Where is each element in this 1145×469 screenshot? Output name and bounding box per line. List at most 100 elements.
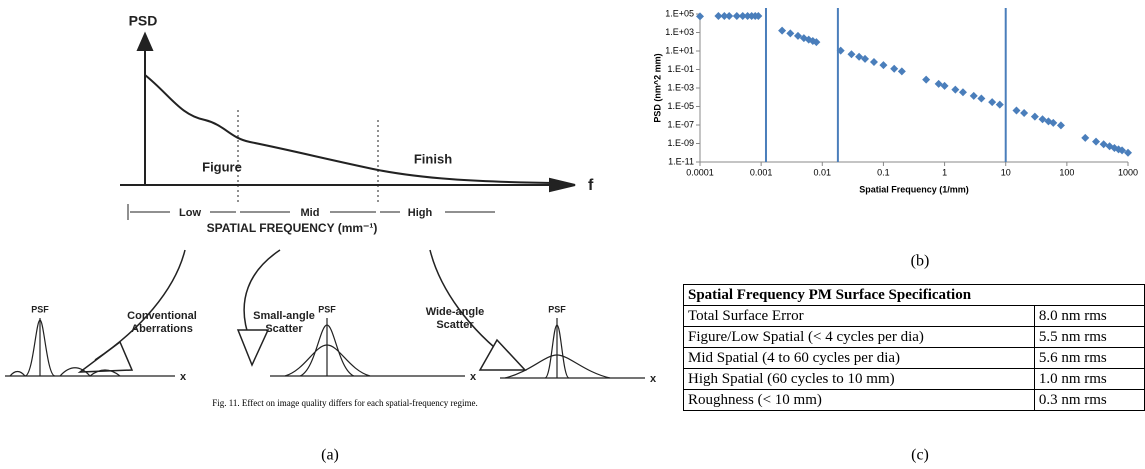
x-tick-label: 0.1 [877, 167, 890, 177]
point [754, 12, 763, 21]
y-tick-label: 1.E-07 [667, 119, 694, 129]
point [743, 12, 752, 21]
psf-plots [5, 318, 645, 379]
point [847, 50, 856, 59]
point [720, 12, 729, 21]
point [977, 94, 986, 103]
x-tick-label: 1 [942, 167, 947, 177]
point [1056, 121, 1065, 130]
point [855, 52, 864, 61]
y-tick-label: 1.E-03 [667, 82, 694, 92]
point [897, 67, 906, 76]
diagram-a [5, 31, 645, 379]
point [714, 12, 723, 21]
effect-label: Scatter [265, 323, 303, 335]
point [1081, 133, 1090, 142]
psf-axis-label: x [470, 371, 477, 383]
chart-b: 1.E+05 1.E+03 1.E+01 1.E-01 1.E-03 1.E-05 1.E-… [652, 8, 1138, 194]
region-label: Figure [202, 159, 242, 174]
point [738, 12, 747, 21]
band-label: Mid [301, 207, 320, 219]
effect-label: Aberrations [131, 323, 193, 335]
point [879, 61, 888, 70]
point [786, 29, 795, 38]
y-axis-label: PSD [129, 13, 158, 29]
point [812, 38, 821, 47]
panel-label: (c) [911, 447, 929, 464]
point [1012, 106, 1021, 115]
point [988, 98, 997, 107]
x-tick-label: 0.01 [814, 167, 832, 177]
cell: 5.5 nm rms [1033, 326, 1145, 348]
caption: Fig. 11. Effect on image quality differs… [212, 398, 478, 408]
point [1038, 115, 1047, 124]
cell: Total Surface Error [683, 305, 1035, 327]
point [958, 88, 967, 97]
point [1092, 137, 1101, 146]
y-axis-title: PSD (nm^2 mm) [652, 53, 662, 122]
region-label: Finish [414, 151, 452, 166]
y-tick-label: 1.E-01 [667, 64, 694, 74]
band-label: High [408, 207, 433, 219]
table-title: Spatial Frequency PM Surface Specificati… [683, 284, 1145, 306]
point [969, 91, 978, 100]
y-tick-label: 1.E-09 [667, 138, 694, 148]
psf-axis-label: x [180, 371, 187, 383]
point [890, 64, 899, 73]
psf-label: PSF [548, 304, 566, 314]
arrow-heads [77, 329, 527, 373]
point [995, 100, 1004, 109]
point [696, 12, 704, 21]
panel-label: (b) [911, 253, 930, 270]
x-tick-label: 100 [1059, 167, 1074, 177]
point [836, 46, 845, 55]
point [732, 12, 741, 21]
y-tick-label: 1.E-11 [668, 156, 694, 166]
point [1124, 148, 1132, 157]
x-tick-label: 0.001 [750, 167, 773, 177]
x-tick-label: 10 [1001, 167, 1011, 177]
psd-curve [144, 74, 561, 184]
psf-label: PSF [318, 304, 336, 314]
point [940, 81, 949, 90]
cell: Figure/Low Spatial (< 4 cycles per dia) [683, 326, 1035, 348]
cell: High Spatial (60 cycles to 10 mm) [683, 368, 1035, 390]
x-axis-label: f [588, 177, 594, 194]
x-axis-title: Spatial Frequency (1/mm) [859, 184, 969, 194]
cell: 8.0 nm rms [1033, 305, 1145, 327]
point [922, 75, 931, 84]
cell: 0.3 nm rms [1033, 389, 1145, 411]
effect-label: Scatter [436, 319, 474, 331]
effect-label: Small-angle [253, 310, 315, 322]
psf-label: PSF [31, 304, 49, 314]
effect-label: Wide-angle [426, 306, 485, 318]
cell: Roughness (< 10 mm) [683, 389, 1035, 411]
arrow [136, 31, 154, 51]
effect-label: Conventional [127, 310, 197, 322]
point [1030, 112, 1039, 121]
point [1118, 146, 1127, 155]
point [725, 12, 734, 21]
cell: Mid Spatial (4 to 60 cycles per dia) [683, 347, 1035, 369]
band-label: Low [179, 207, 201, 219]
point [793, 31, 802, 40]
point [1049, 118, 1058, 127]
x-tick-label: 1000 [1118, 167, 1138, 177]
point [778, 26, 787, 35]
x-tick-label: 0.0001 [686, 167, 714, 177]
psf-axis-label: x [650, 373, 657, 385]
point [869, 57, 878, 66]
spec-table: Spatial Frequency PM Surface Specificati… [683, 284, 1145, 411]
point [1020, 108, 1029, 117]
cell: 5.6 nm rms [1033, 347, 1145, 369]
point [951, 85, 960, 94]
y-tick-label: 1.E+05 [665, 8, 694, 18]
arrow [549, 177, 576, 193]
y-tick-label: 1.E+01 [665, 45, 694, 55]
y-tick-label: 1.E+03 [665, 27, 694, 37]
y-tick-label: 1.E-05 [667, 101, 694, 111]
cell: 1.0 nm rms [1033, 368, 1145, 390]
axis-title: SPATIAL FREQUENCY (mm⁻¹) [207, 221, 378, 235]
